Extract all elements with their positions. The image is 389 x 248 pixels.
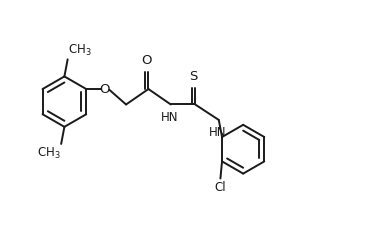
Text: S: S xyxy=(189,70,198,83)
Text: HN: HN xyxy=(161,111,178,124)
Text: CH$_3$: CH$_3$ xyxy=(68,43,92,58)
Text: O: O xyxy=(142,55,152,67)
Text: CH$_3$: CH$_3$ xyxy=(37,146,61,161)
Text: O: O xyxy=(100,83,110,95)
Text: Cl: Cl xyxy=(215,181,226,194)
Text: HN: HN xyxy=(209,126,226,139)
